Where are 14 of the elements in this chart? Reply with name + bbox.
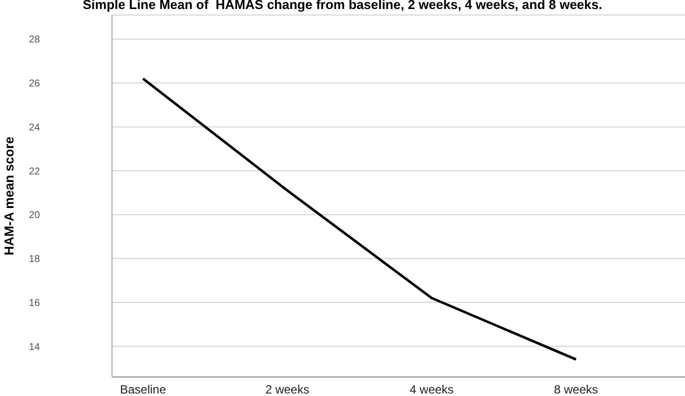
- x-tick-label: 4 weeks: [410, 382, 454, 396]
- x-tick-label: 2 weeks: [265, 382, 310, 396]
- y-tick-label: 18: [28, 254, 40, 266]
- y-axis-title: HAM-A mean score: [2, 136, 17, 256]
- y-tick-label: 26: [28, 78, 40, 90]
- y-tick-label: 14: [28, 342, 40, 353]
- x-tick-label: 8 weeks: [554, 382, 598, 396]
- y-tick-label: 20: [28, 210, 40, 222]
- y-tick-label: 24: [28, 122, 40, 134]
- y-tick-label: 16: [28, 298, 40, 309]
- y-tick-label: 22: [28, 166, 40, 178]
- x-tick-label: Baseline: [120, 382, 166, 396]
- line-series: [142, 77, 578, 361]
- y-tick-label: 28: [28, 34, 40, 46]
